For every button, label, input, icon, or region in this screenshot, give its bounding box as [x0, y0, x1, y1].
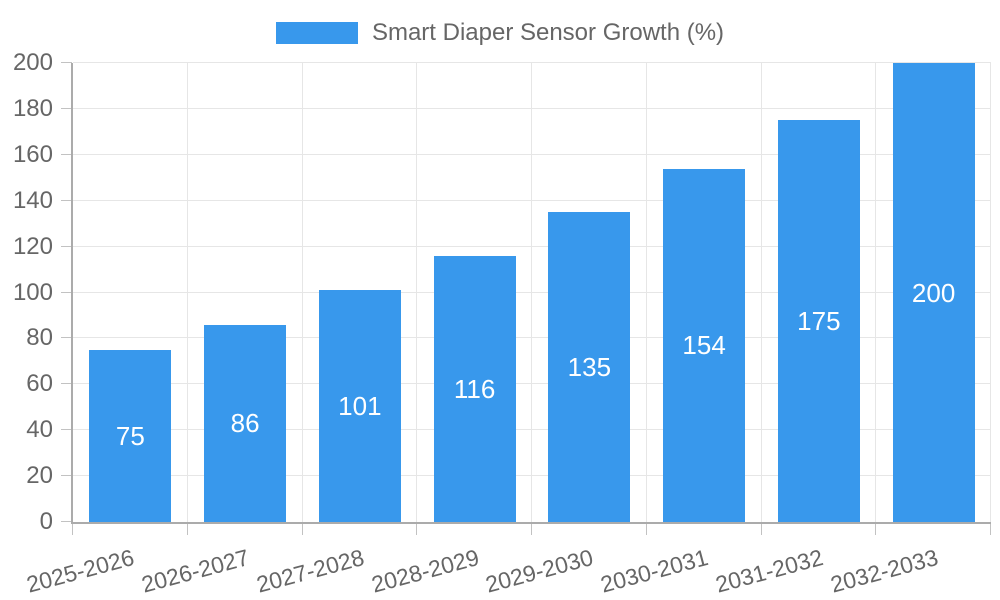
gridline-vertical	[301, 63, 303, 522]
y-axis-tick-label: 20	[26, 462, 53, 490]
y-axis-tick	[61, 62, 72, 63]
x-axis-tick	[875, 524, 877, 535]
x-axis-tick	[416, 524, 418, 535]
bar-value-label: 116	[453, 373, 496, 404]
x-axis-tick	[301, 524, 303, 535]
y-axis-tick-label: 40	[26, 416, 53, 444]
y-axis-tick-label: 0	[39, 508, 53, 535]
bar-value-label: 135	[567, 352, 612, 383]
gridline-horizontal	[73, 62, 991, 63]
bar[interactable]: 135	[548, 212, 631, 522]
x-axis-tick-label: 2031-2032	[712, 544, 826, 598]
bar-value-label: 86	[230, 408, 260, 439]
gridline-horizontal	[73, 475, 991, 477]
y-axis-tick-label: 160	[12, 140, 53, 168]
gridline-horizontal	[73, 107, 991, 109]
bar[interactable]: 175	[777, 120, 860, 522]
y-axis-tick	[61, 107, 72, 109]
y-axis-tick	[61, 429, 72, 431]
x-axis-tick	[990, 524, 991, 535]
x-axis-tick	[186, 524, 188, 535]
gridline-vertical	[875, 63, 877, 522]
gridline-vertical	[645, 63, 647, 522]
x-axis-tick	[645, 524, 647, 535]
bar[interactable]: 86	[204, 324, 287, 522]
y-axis-tick	[61, 383, 72, 385]
legend-swatch	[275, 22, 358, 44]
gridline-vertical	[186, 63, 188, 522]
y-axis-tick-label: 80	[26, 324, 53, 352]
bar[interactable]: 101	[318, 290, 401, 522]
gridline-vertical	[416, 63, 418, 522]
y-axis-tick	[61, 291, 72, 293]
y-axis-tick-label: 100	[12, 278, 53, 306]
gridline-horizontal	[73, 245, 991, 247]
y-axis-tick	[61, 475, 72, 477]
gridline-vertical	[531, 63, 532, 522]
x-axis-tick-label: 2028-2029	[368, 544, 482, 598]
gridline-horizontal	[73, 383, 991, 385]
y-axis-tick	[61, 337, 72, 339]
legend[interactable]: Smart Diaper Sensor Growth (%)	[0, 18, 1000, 48]
bar[interactable]: 116	[433, 255, 516, 522]
x-axis-tick	[760, 524, 762, 535]
y-axis-tick-label: 200	[12, 49, 53, 76]
gridline-horizontal	[73, 291, 991, 293]
gridline-horizontal	[73, 199, 991, 201]
x-axis-tick-label: 2026-2027	[138, 544, 252, 598]
x-axis-tick-label: 2029-2030	[483, 544, 597, 598]
x-axis-tick-label: 2030-2031	[597, 544, 711, 598]
y-axis-tick	[61, 521, 72, 522]
bar-value-label: 101	[338, 391, 382, 422]
y-axis-line	[71, 63, 73, 524]
bar-value-label: 175	[797, 306, 841, 337]
gridline-horizontal	[73, 337, 991, 339]
x-axis-tick-label: 2025-2026	[24, 544, 138, 598]
x-axis-line	[71, 522, 991, 524]
bar[interactable]: 75	[89, 349, 172, 522]
x-axis-tick	[531, 524, 532, 535]
y-axis-tick	[61, 245, 72, 247]
y-axis-tick	[61, 199, 72, 201]
bar-value-label: 75	[115, 420, 145, 451]
gridline-horizontal	[73, 429, 991, 431]
x-axis-tick-label: 2027-2028	[253, 544, 367, 598]
bar[interactable]: 154	[663, 168, 746, 522]
x-axis-tick	[72, 524, 73, 535]
bar-value-label: 200	[911, 277, 956, 308]
x-axis-tick-label: 2032-2033	[827, 544, 941, 598]
y-axis-tick-label: 120	[12, 232, 53, 260]
y-axis-tick-label: 140	[12, 186, 53, 214]
y-axis-tick-label: 180	[12, 94, 53, 122]
gridline-horizontal	[73, 153, 991, 155]
gridline-vertical	[990, 63, 991, 522]
y-axis-tick-label: 60	[26, 370, 53, 398]
y-axis-tick	[61, 153, 72, 155]
gridline-vertical	[760, 63, 762, 522]
legend-label: Smart Diaper Sensor Growth (%)	[371, 19, 725, 46]
bar[interactable]: 200	[892, 63, 975, 522]
bar-value-label: 154	[682, 330, 726, 361]
